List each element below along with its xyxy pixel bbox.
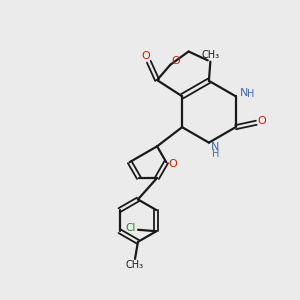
Text: O: O [141,51,150,61]
Text: CH₃: CH₃ [202,50,220,60]
Text: O: O [257,116,266,126]
Text: H: H [247,89,255,99]
Text: H: H [212,149,219,159]
Text: CH₃: CH₃ [126,260,144,270]
Text: N: N [240,88,248,98]
Text: Cl: Cl [125,223,136,233]
Text: O: O [171,56,180,66]
Text: N: N [211,142,220,152]
Text: O: O [168,159,177,169]
